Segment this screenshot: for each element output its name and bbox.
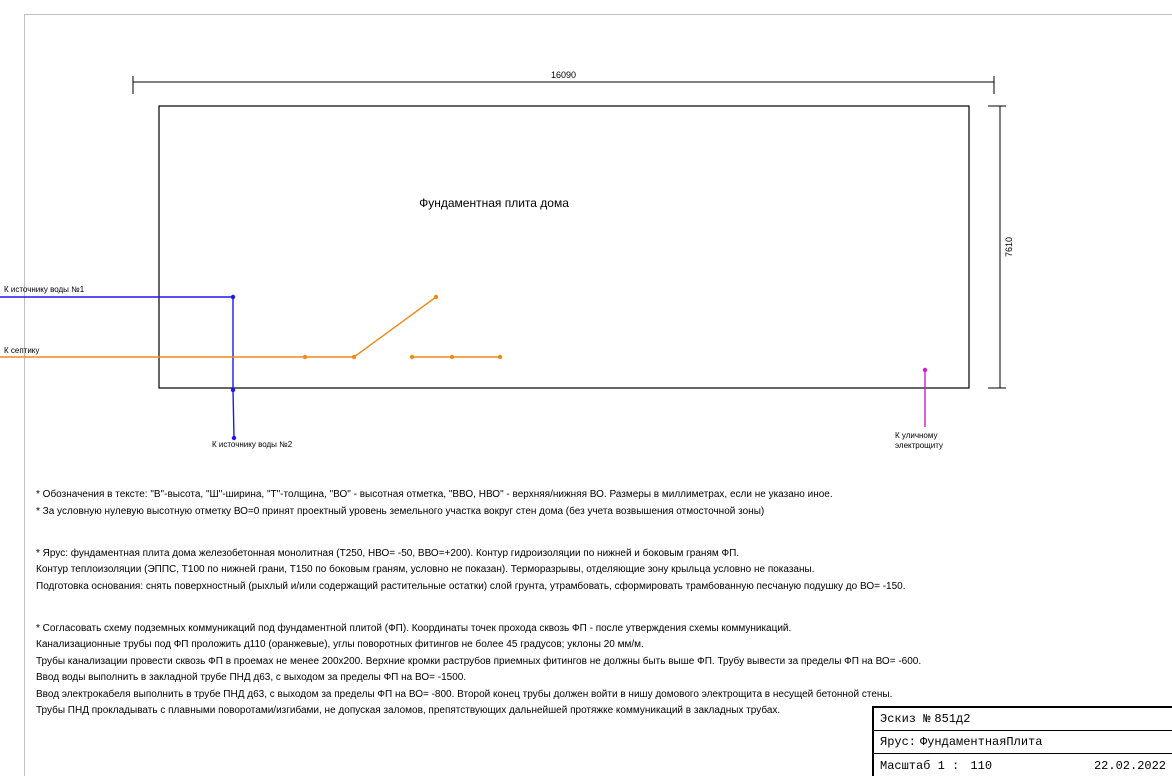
sewer-node [410,355,414,359]
note-line [36,530,1132,544]
note-line: * За условную нулевую высотную отметку В… [36,505,1132,519]
date-value: 22.02.2022 [1094,759,1166,773]
scale-label: Масштаб 1 : [880,759,959,773]
sewer-node [352,355,356,359]
tier-label: Ярус: [880,735,916,749]
note-line: * Ярус: фундаментная плита дома железобе… [36,547,1132,561]
note-line: Трубы канализации провести сквозь ФП в п… [36,655,1132,669]
plate-label: Фундаментная плита дома [419,196,569,210]
note-line: Канализационные трубы под ФП проложить д… [36,638,1132,652]
water-node [231,388,235,392]
note-line [36,605,1132,619]
sewer-node [303,355,307,359]
sketch-number: 851д2 [934,712,970,726]
foundation-plate [159,106,969,388]
sketch-label: Эскиз № [880,712,930,726]
water-label-2: К источнику воды №2 [212,440,293,449]
sewer-node [498,355,502,359]
electro-label-2: электрощиту [895,441,943,450]
note-line: Контур теплоизоляции (ЭППС, Т100 по нижн… [36,563,1132,577]
tier-value: ФундаментнаяПлита [920,735,1042,749]
water-line [0,297,234,438]
title-block: Эскиз № 851д2 Ярус: ФундаментнаяПлита Ма… [872,706,1172,776]
sewer-label: К септику [4,346,39,355]
note-line: Ввод воды выполнить в закладной трубе ПН… [36,671,1132,685]
sewer-node [450,355,454,359]
water-label-1: К источнику воды №1 [4,285,85,294]
note-line: Подготовка основания: снять поверхностны… [36,580,1132,594]
sewer-line [305,297,436,357]
note-line: Ввод электрокабеля выполнить в трубе ПНД… [36,688,1132,702]
electro-label-1: К уличному [895,431,937,440]
electro-node [923,368,927,372]
scale-value: 110 [970,759,992,773]
dim-top-value: 16090 [551,70,576,80]
notes-block: * Обозначения в тексте: "В"-высота, "Ш"-… [36,488,1132,721]
note-line: * Обозначения в тексте: "В"-высота, "Ш"-… [36,488,1132,502]
water-node [231,295,235,299]
sewer-node [434,295,438,299]
note-line: * Согласовать схему подземных коммуникац… [36,622,1132,636]
dim-right-value: 7610 [1004,237,1014,257]
